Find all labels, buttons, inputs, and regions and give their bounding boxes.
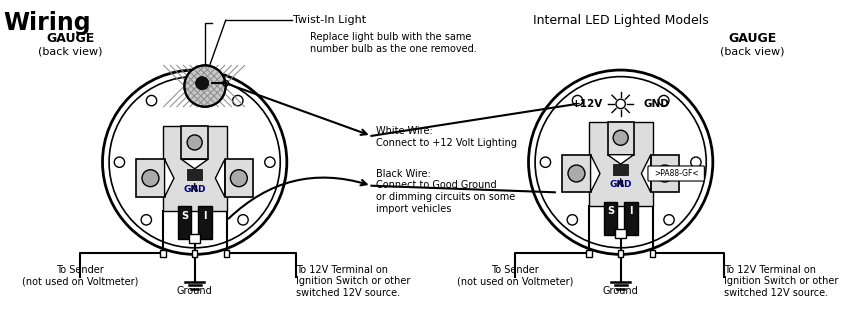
Text: To Sender
(not used on Voltmeter): To Sender (not used on Voltmeter) — [457, 265, 574, 286]
Text: To 12V Terminal on
Ignition Switch or other
switched 12V source.: To 12V Terminal on Ignition Switch or ot… — [297, 265, 411, 298]
Circle shape — [616, 99, 626, 109]
Text: Wiring: Wiring — [3, 11, 90, 35]
Text: >PA88-GF<: >PA88-GF< — [654, 169, 699, 178]
Circle shape — [529, 70, 713, 254]
Circle shape — [141, 215, 151, 225]
Circle shape — [238, 215, 248, 225]
Bar — [608, 122, 634, 155]
Circle shape — [567, 215, 577, 225]
Bar — [198, 206, 212, 239]
Bar — [178, 206, 191, 239]
Bar — [192, 250, 197, 257]
Bar — [589, 122, 653, 206]
Bar — [618, 250, 624, 257]
Bar — [187, 169, 202, 180]
Circle shape — [659, 95, 669, 106]
Circle shape — [691, 157, 701, 167]
Circle shape — [196, 77, 209, 90]
Circle shape — [233, 95, 243, 106]
Polygon shape — [591, 155, 600, 192]
Bar — [613, 164, 628, 176]
Text: To 12V Terminal on
Ignition Switch or other
switched 12V source.: To 12V Terminal on Ignition Switch or ot… — [724, 265, 838, 298]
Text: (back view): (back view) — [38, 46, 103, 57]
Text: Twist-In Light: Twist-In Light — [293, 15, 366, 25]
Circle shape — [613, 130, 628, 145]
Text: (back view): (back view) — [720, 46, 785, 57]
Bar — [625, 202, 638, 235]
Text: Internal LED Lighted Models: Internal LED Lighted Models — [533, 14, 709, 27]
Polygon shape — [182, 160, 208, 169]
Circle shape — [187, 135, 202, 150]
Bar — [615, 229, 626, 238]
Circle shape — [184, 65, 226, 107]
Bar — [604, 202, 617, 235]
Polygon shape — [165, 160, 174, 197]
Text: Ground: Ground — [603, 286, 638, 296]
Circle shape — [656, 165, 673, 182]
Text: Ground: Ground — [177, 286, 212, 296]
FancyBboxPatch shape — [648, 166, 705, 181]
Circle shape — [142, 170, 159, 187]
Circle shape — [572, 95, 583, 106]
Text: +12V: +12V — [572, 99, 604, 109]
Polygon shape — [215, 160, 224, 197]
Polygon shape — [608, 155, 634, 164]
Circle shape — [568, 165, 585, 182]
Text: I: I — [203, 211, 207, 221]
Circle shape — [264, 157, 275, 167]
Circle shape — [541, 157, 551, 167]
Text: S: S — [181, 211, 188, 221]
Circle shape — [664, 215, 674, 225]
Bar — [160, 250, 166, 257]
Circle shape — [146, 95, 156, 106]
Circle shape — [114, 157, 125, 167]
Bar — [136, 160, 165, 197]
Bar — [651, 155, 679, 192]
Bar — [649, 250, 655, 257]
Text: GND: GND — [184, 185, 206, 194]
Circle shape — [230, 170, 247, 187]
Text: Black Wire:
Connect to Good Ground
or dimming circuits on some
import vehicles: Black Wire: Connect to Good Ground or di… — [377, 169, 515, 214]
Bar — [162, 127, 227, 211]
Text: I: I — [629, 206, 632, 216]
Polygon shape — [642, 155, 651, 192]
Text: GAUGE: GAUGE — [728, 32, 776, 46]
Bar — [563, 155, 591, 192]
Text: GND: GND — [609, 180, 632, 189]
Bar — [224, 250, 230, 257]
Text: White Wire:
Connect to +12 Volt Lighting: White Wire: Connect to +12 Volt Lighting — [377, 127, 517, 148]
Bar — [224, 160, 253, 197]
Text: Replace light bulb with the same
number bulb as the one removed.: Replace light bulb with the same number … — [310, 32, 477, 54]
Circle shape — [103, 70, 286, 254]
Text: S: S — [607, 206, 614, 216]
Text: To Sender
(not used on Voltmeter): To Sender (not used on Voltmeter) — [22, 265, 138, 286]
Bar — [182, 127, 208, 160]
Text: GND: GND — [643, 99, 669, 109]
Text: GAUGE: GAUGE — [47, 32, 94, 46]
Bar — [189, 234, 201, 243]
Bar — [586, 250, 592, 257]
